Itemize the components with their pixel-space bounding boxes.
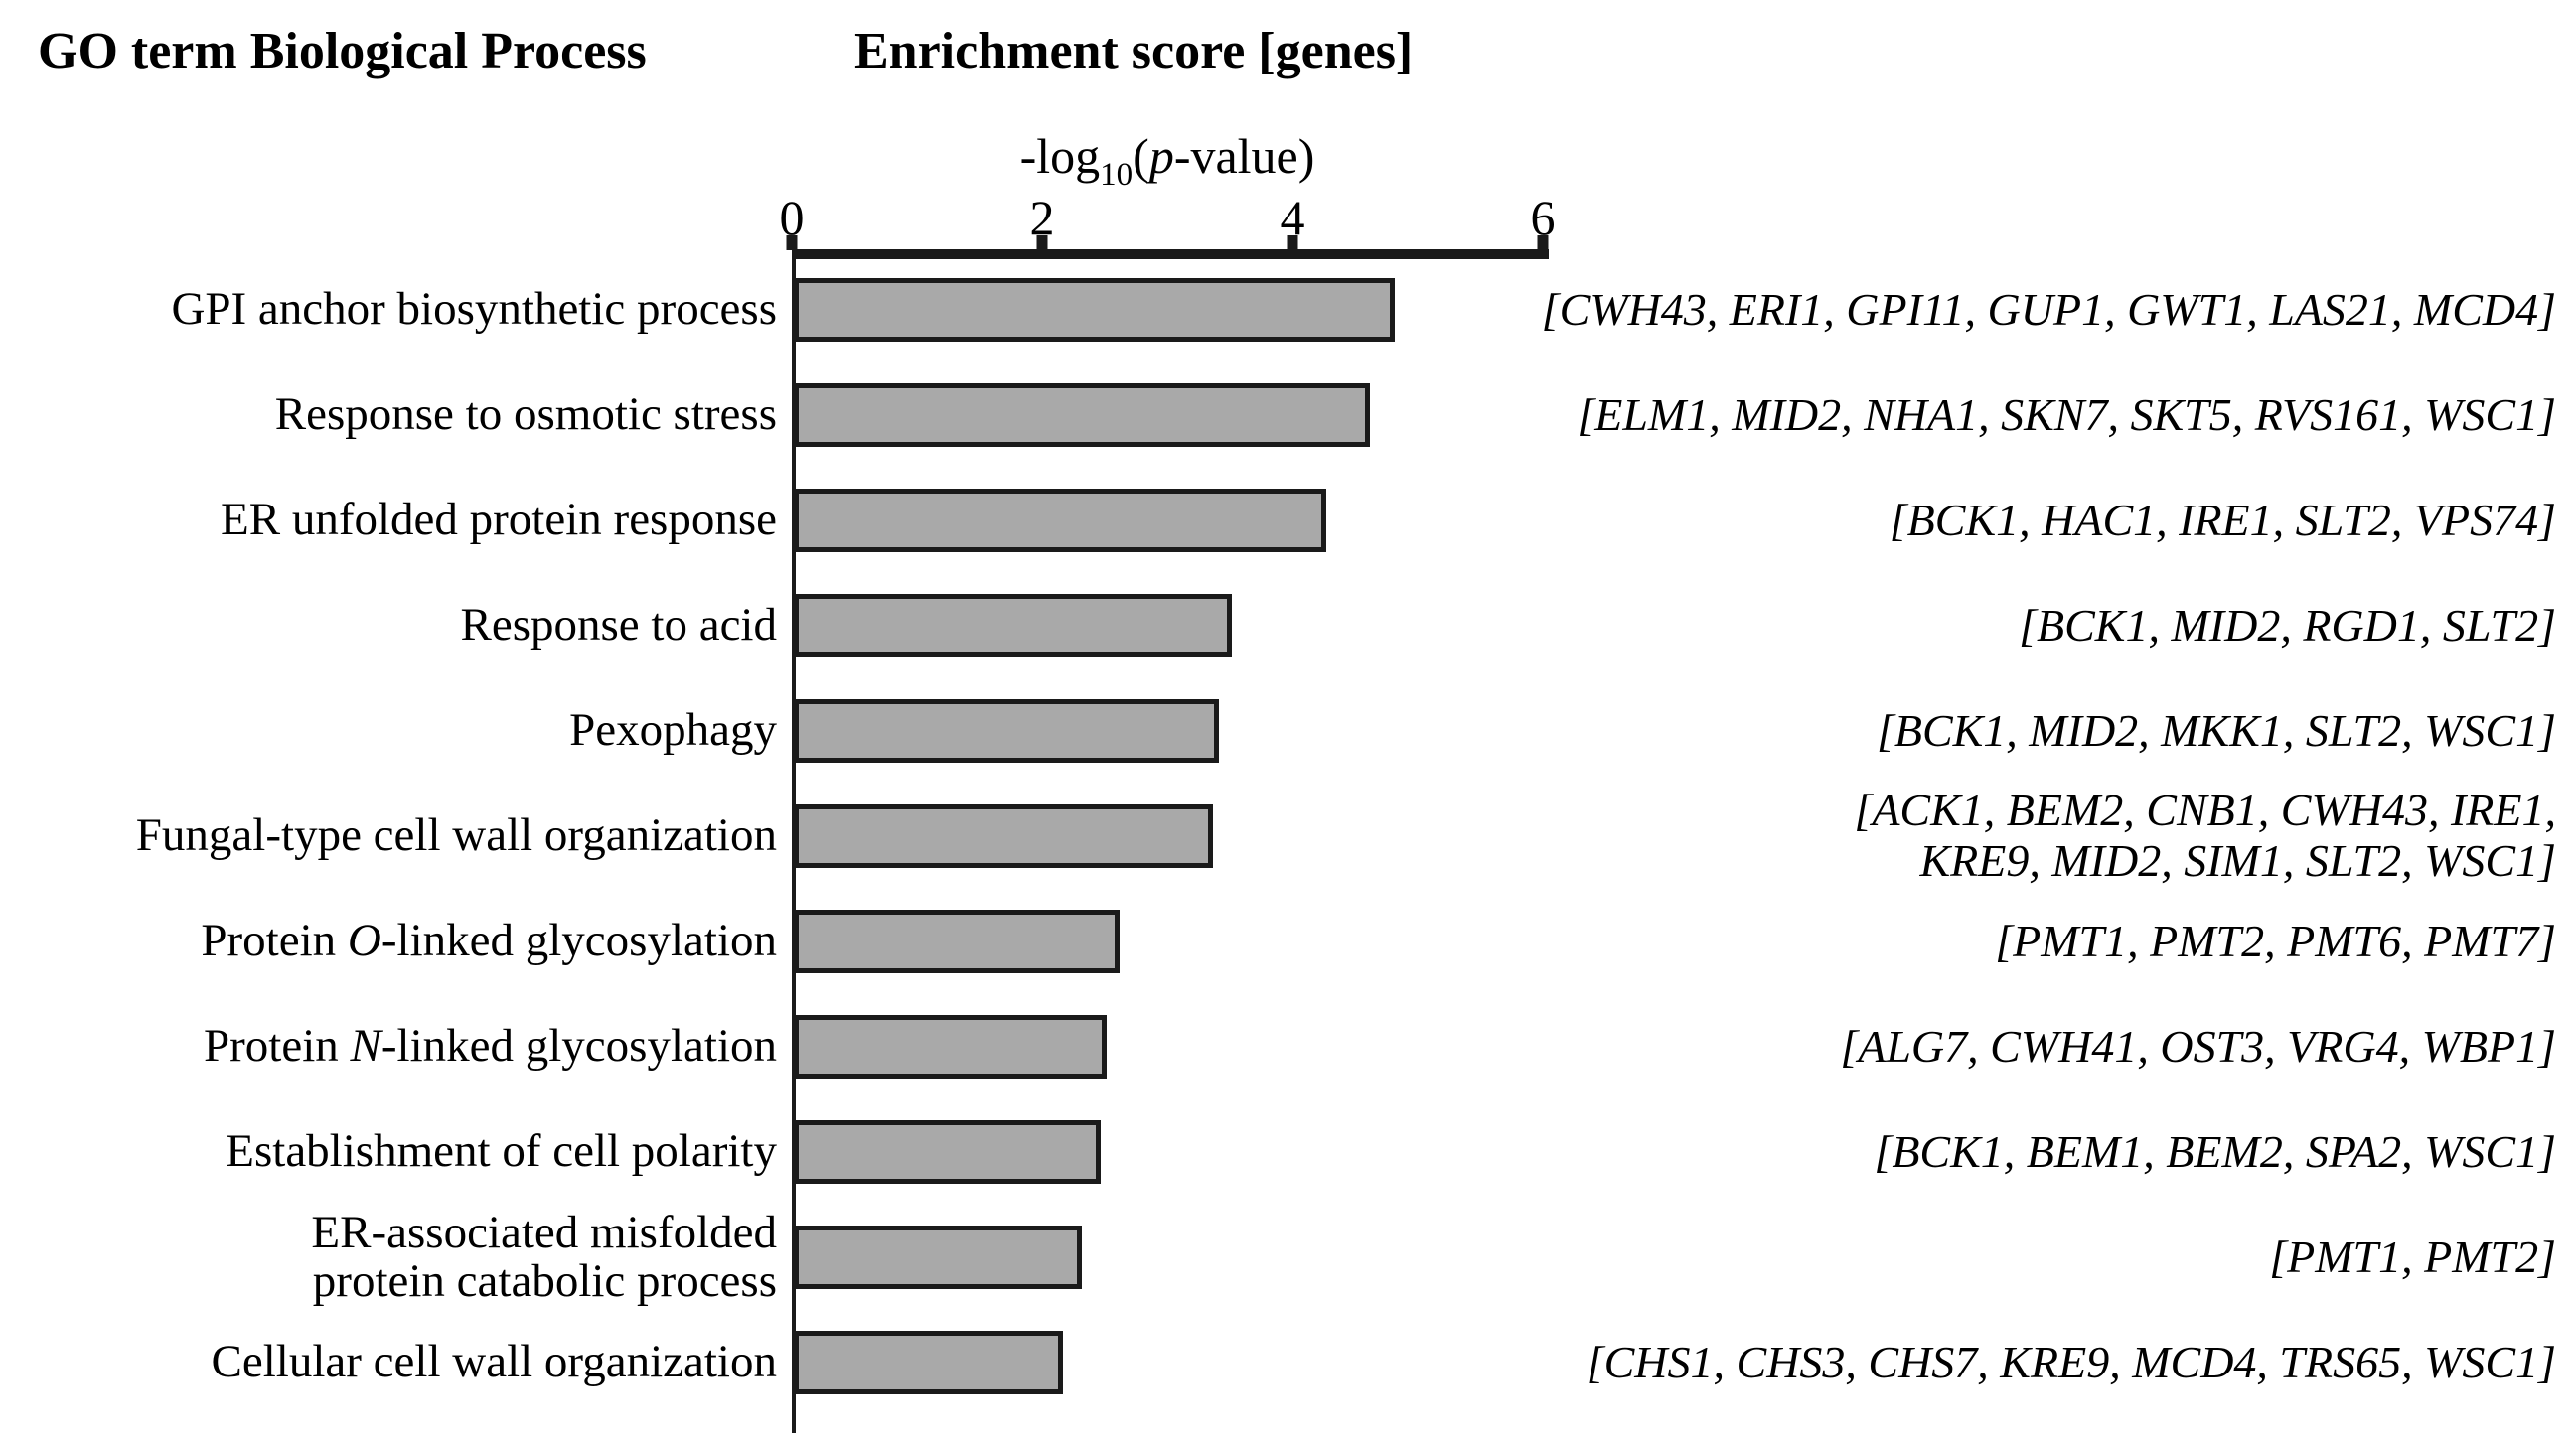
category-label-line: Protein O-linked glycosylation	[201, 915, 777, 967]
gene-list: [BCK1, MID2, MKK1, SLT2, WSC1]	[1463, 678, 2556, 784]
left-column-title: GO term Biological Process	[38, 23, 647, 79]
category-label-line: ER unfolded protein response	[221, 494, 777, 546]
x-axis-tick-mark	[786, 235, 798, 250]
gene-list-line: [CWH43, ERI1, GPI11, GUP1, GWT1, LAS21, …	[1541, 283, 2556, 335]
gene-list-line: [ALG7, CWH41, OST3, VRG4, WBP1]	[1840, 1020, 2556, 1072]
gene-list-line: [ELM1, MID2, NHA1, SKN7, SKT5, RVS161, W…	[1577, 388, 2556, 440]
gene-list: [ALG7, CWH41, OST3, VRG4, WBP1]	[1463, 994, 2556, 1099]
x-axis-label-subscript: 10	[1100, 157, 1134, 193]
x-axis-line	[792, 249, 1549, 259]
x-axis-label-prefix: -log	[1019, 128, 1101, 184]
bar	[794, 278, 1395, 342]
bar	[794, 1331, 1063, 1394]
gene-list-line: [PMT1, PMT2]	[2269, 1230, 2556, 1282]
gene-list: [PMT1, PMT2, PMT6, PMT7]	[1463, 889, 2556, 994]
gene-list-line: [BCK1, MID2, RGD1, SLT2]	[2019, 599, 2556, 650]
bar	[794, 804, 1214, 868]
category-label: Cellular cell wall organization	[30, 1310, 777, 1415]
category-label-line: Cellular cell wall organization	[211, 1336, 777, 1388]
gene-list-line: [ACK1, BEM2, CNB1, CWH43, IRE1,	[1854, 785, 2556, 836]
gene-list: [ACK1, BEM2, CNB1, CWH43, IRE1, KRE9, MID…	[1463, 784, 2556, 889]
gene-list: [CWH43, ERI1, GPI11, GUP1, GWT1, LAS21, …	[1463, 257, 2556, 362]
x-axis-label: -log10(p-value)	[792, 127, 1543, 193]
gene-list-line: [PMT1, PMT2, PMT6, PMT7]	[1995, 915, 2556, 966]
bar	[794, 699, 1220, 763]
bar	[794, 1120, 1101, 1184]
category-label: Establishment of cell polarity	[30, 1099, 777, 1205]
gene-list: [PMT1, PMT2]	[1463, 1205, 2556, 1310]
bar	[794, 910, 1120, 973]
category-label: Protein N-linked glycosylation	[30, 994, 777, 1099]
category-label-line: ER-associated misfolded	[311, 1206, 777, 1258]
category-label: Fungal-type cell wall organization	[30, 784, 777, 889]
gene-list: [ELM1, MID2, NHA1, SKN7, SKT5, RVS161, W…	[1463, 362, 2556, 468]
category-label: GPI anchor biosynthetic process	[30, 257, 777, 362]
bar	[794, 489, 1326, 552]
category-label-line: Establishment of cell polarity	[226, 1125, 777, 1178]
gene-list: [BCK1, MID2, RGD1, SLT2]	[1463, 573, 2556, 678]
bar	[794, 1226, 1082, 1289]
category-label: Protein O-linked glycosylation	[30, 889, 777, 994]
category-label-line: Pexophagy	[569, 704, 777, 757]
gene-list: [BCK1, HAC1, IRE1, SLT2, VPS74]	[1463, 468, 2556, 573]
x-axis-label-suffix: -value)	[1173, 128, 1315, 184]
gene-list-line: KRE9, MID2, SIM1, SLT2, WSC1]	[1919, 835, 2556, 886]
category-label-line: Fungal-type cell wall organization	[135, 809, 777, 862]
gene-list-line: [BCK1, BEM1, BEM2, SPA2, WSC1]	[1874, 1125, 2556, 1177]
x-axis-tick-mark	[1036, 235, 1048, 250]
category-label-line: Response to osmotic stress	[274, 388, 777, 441]
category-label-line: Protein N-linked glycosylation	[203, 1020, 777, 1073]
x-axis-label-p: p	[1148, 128, 1174, 184]
bar	[794, 594, 1232, 657]
right-column-title: Enrichment score [genes]	[854, 23, 1414, 79]
gene-list: [BCK1, BEM1, BEM2, SPA2, WSC1]	[1463, 1099, 2556, 1205]
x-axis-tick-mark	[1537, 235, 1549, 250]
category-label: ER-associated misfolded protein catabolic…	[30, 1205, 777, 1310]
bar	[794, 1015, 1107, 1079]
category-label-line: GPI anchor biosynthetic process	[171, 283, 777, 336]
category-label: Pexophagy	[30, 678, 777, 784]
category-label: Response to osmotic stress	[30, 362, 777, 468]
gene-list-line: [BCK1, MID2, MKK1, SLT2, WSC1]	[1876, 704, 2556, 756]
category-label: Response to acid	[30, 573, 778, 678]
x-axis-label-open-paren: (	[1133, 128, 1149, 184]
category-label: ER unfolded protein response	[30, 468, 777, 573]
gene-list-line: [BCK1, HAC1, IRE1, SLT2, VPS74]	[1889, 494, 2556, 545]
gene-list: [CHS1, CHS3, CHS7, KRE9, MCD4, TRS65, WS…	[1463, 1310, 2556, 1415]
category-label-line: Response to acid	[460, 599, 778, 651]
x-axis-tick-mark	[1287, 235, 1298, 250]
category-label-line: protein catabolic process	[312, 1255, 777, 1307]
bar	[794, 383, 1370, 447]
gene-list-line: [CHS1, CHS3, CHS7, KRE9, MCD4, TRS65, WS…	[1586, 1336, 2556, 1387]
